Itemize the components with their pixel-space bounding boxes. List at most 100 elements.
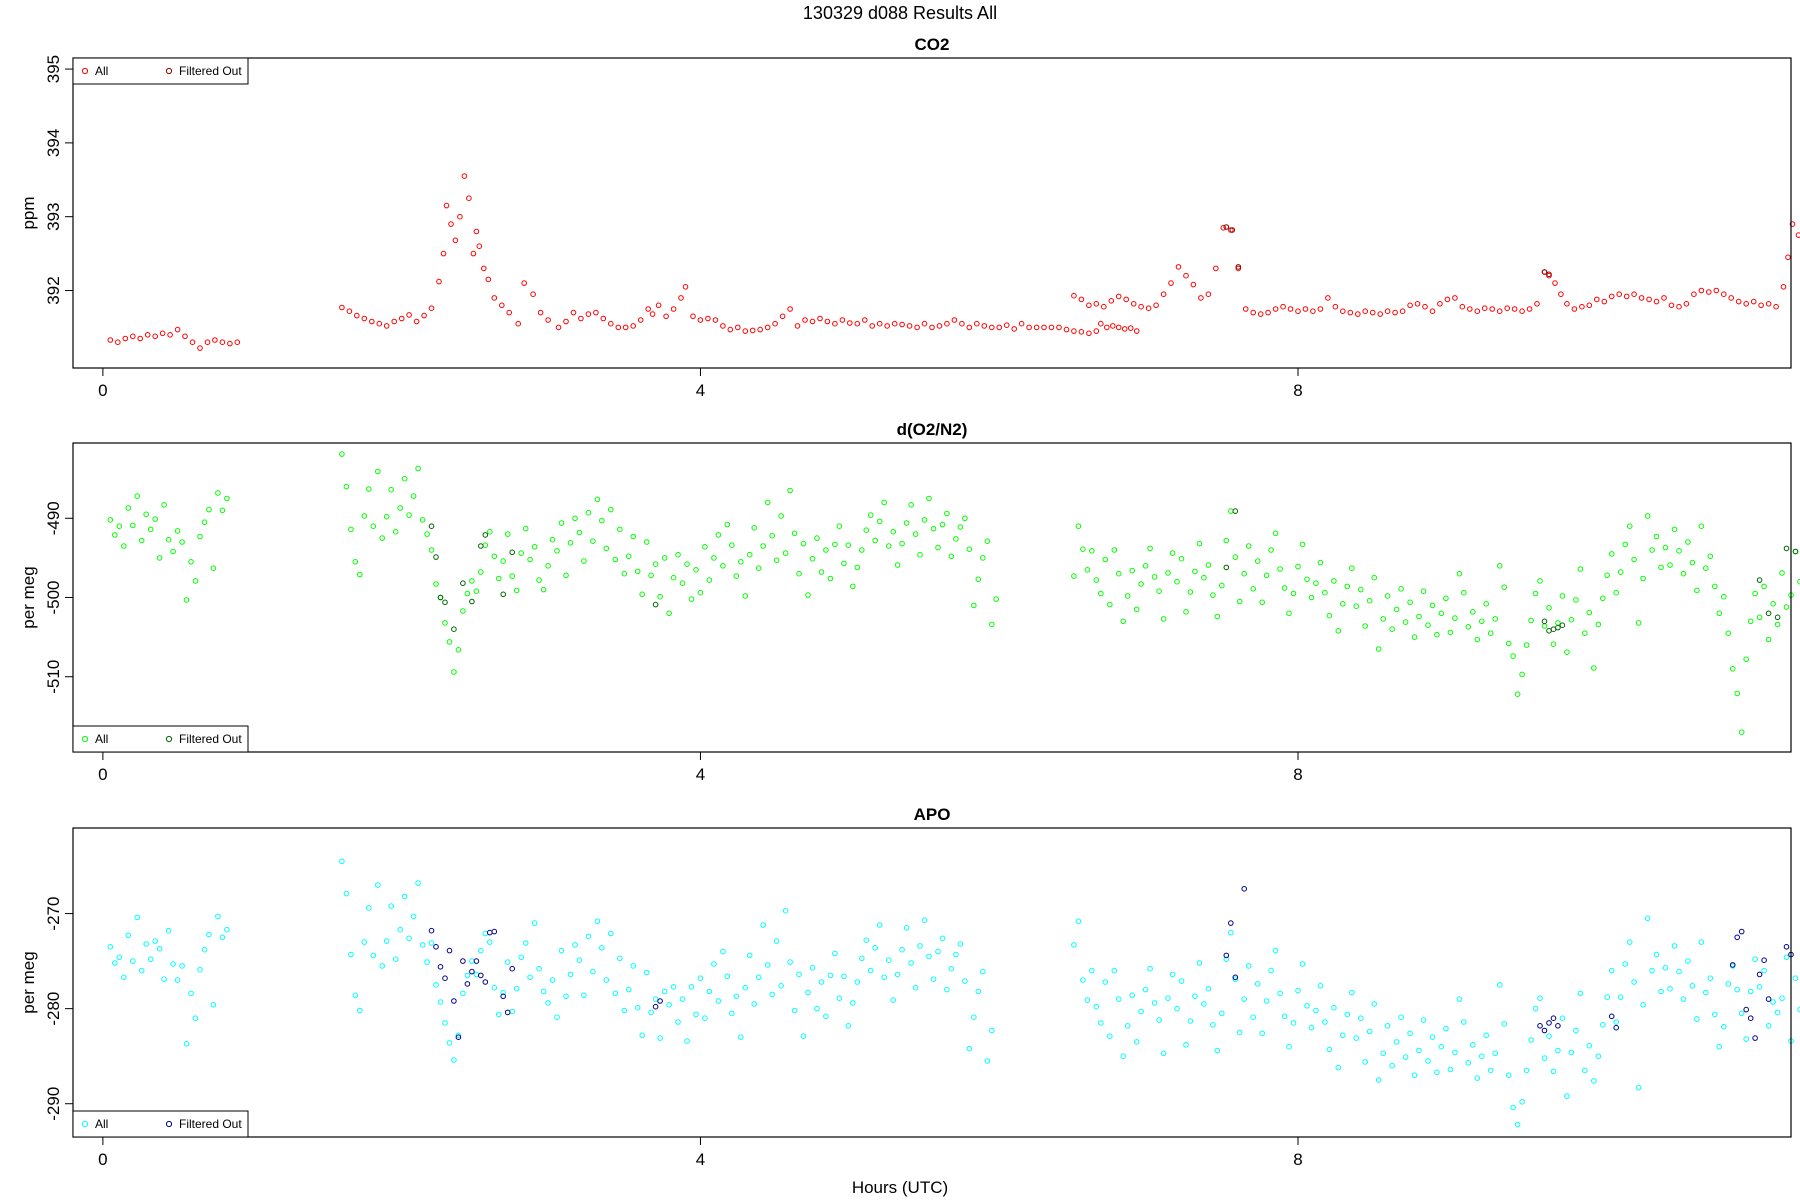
data-point-all: [1479, 618, 1485, 625]
data-point-all: [818, 979, 825, 985]
x-tick-label: 8: [1293, 381, 1302, 400]
data-point-all: [1712, 1011, 1718, 1018]
data-point-all: [1290, 590, 1297, 597]
data-point-filtered-out: [652, 601, 659, 608]
data-point-all: [675, 1019, 681, 1025]
data-point-all: [1295, 563, 1301, 570]
data-point-all: [1402, 1054, 1409, 1060]
legend-marker: [165, 1120, 173, 1128]
data-point-filtered-out: [469, 598, 475, 605]
data-point-all: [1635, 1084, 1642, 1091]
data-point-all: [1676, 548, 1682, 554]
data-point-all: [215, 490, 221, 496]
data-point-all: [1447, 1066, 1454, 1073]
data-point-all: [1259, 599, 1265, 606]
data-point-all: [859, 955, 865, 962]
data-point-all: [1662, 544, 1669, 551]
data-point-all: [845, 542, 852, 549]
data-point-all: [1644, 915, 1651, 922]
data-point-all: [179, 539, 185, 545]
data-point-all: [1510, 1104, 1516, 1111]
data-point-all: [615, 324, 622, 331]
data-point-all: [1257, 311, 1264, 317]
data-point-all: [1474, 636, 1481, 643]
data-point-all: [738, 1034, 744, 1040]
data-point-all: [376, 320, 383, 327]
data-point-all: [1018, 320, 1025, 327]
data-point-all: [1789, 221, 1796, 227]
data-point-all: [1165, 570, 1171, 576]
data-point-all: [881, 974, 888, 981]
data-point-all: [974, 320, 980, 327]
data-point-all: [1568, 616, 1575, 623]
data-point-all: [536, 577, 542, 583]
data-point-all: [757, 326, 764, 333]
data-point-all: [1156, 588, 1162, 595]
data-point-all: [1192, 568, 1198, 575]
data-point-all: [558, 947, 565, 954]
data-point-all: [424, 531, 430, 537]
data-point-all: [192, 578, 199, 584]
data-point-all: [1147, 545, 1153, 552]
data-point-all: [143, 941, 149, 947]
data-point-filtered-out: [500, 993, 507, 1000]
data-point-all: [894, 971, 901, 978]
data-point-all: [452, 237, 459, 244]
data-point-all: [1658, 988, 1664, 995]
data-point-all: [921, 917, 928, 924]
data-point-all: [1272, 306, 1279, 312]
data-point-all: [1416, 613, 1422, 620]
data-point-all: [1287, 306, 1294, 312]
data-point-all: [1743, 301, 1749, 307]
data-point-all: [1304, 576, 1310, 583]
data-point-all: [1340, 601, 1346, 607]
data-point-all: [948, 965, 955, 972]
data-point-all: [1340, 1032, 1346, 1039]
data-point-all: [948, 553, 955, 560]
data-point-all: [634, 568, 641, 575]
data-point-all: [339, 304, 345, 311]
data-point-all: [912, 984, 919, 991]
data-point-all: [392, 956, 399, 963]
data-point-all: [1579, 303, 1585, 310]
data-point-all: [1716, 610, 1723, 617]
y-axis-label: per meg: [19, 566, 38, 628]
data-point-all: [461, 173, 468, 179]
data-point-filtered-out: [504, 1009, 511, 1016]
data-point-all: [1559, 593, 1566, 599]
data-point-all: [464, 590, 471, 597]
data-point-all: [527, 556, 533, 563]
data-point-all: [1142, 563, 1149, 569]
data-point-all: [1104, 324, 1110, 331]
data-point-all: [406, 512, 412, 518]
data-point-all: [470, 250, 477, 257]
data-point-all: [442, 620, 448, 626]
data-point-all: [1694, 1016, 1700, 1022]
data-point-all: [1487, 1067, 1494, 1074]
data-point-filtered-out: [487, 929, 493, 936]
data-point-all: [1174, 578, 1180, 585]
data-point-all: [1698, 287, 1705, 294]
data-point-all: [1662, 965, 1669, 971]
data-point-all: [890, 997, 897, 1003]
data-point-all: [1582, 630, 1588, 637]
data-point-all: [379, 535, 386, 541]
data-point-all: [1743, 656, 1749, 663]
data-point-all: [1133, 606, 1140, 613]
data-point-all: [1546, 605, 1552, 611]
data-point-all: [578, 315, 584, 322]
data-point-all: [1272, 530, 1279, 537]
data-point-all: [451, 669, 457, 675]
data-point-all: [1564, 1093, 1570, 1099]
data-point-all: [885, 957, 892, 964]
data-point-all: [455, 1032, 462, 1039]
data-point-all: [1416, 1047, 1422, 1054]
data-point-all: [884, 323, 891, 329]
data-point-all: [1631, 556, 1637, 563]
data-point-all: [1738, 729, 1745, 736]
data-point-all: [984, 538, 991, 545]
data-point-filtered-out: [1756, 577, 1763, 583]
data-point-all: [773, 557, 780, 564]
data-point-all: [648, 572, 654, 579]
data-point-all: [121, 974, 127, 981]
